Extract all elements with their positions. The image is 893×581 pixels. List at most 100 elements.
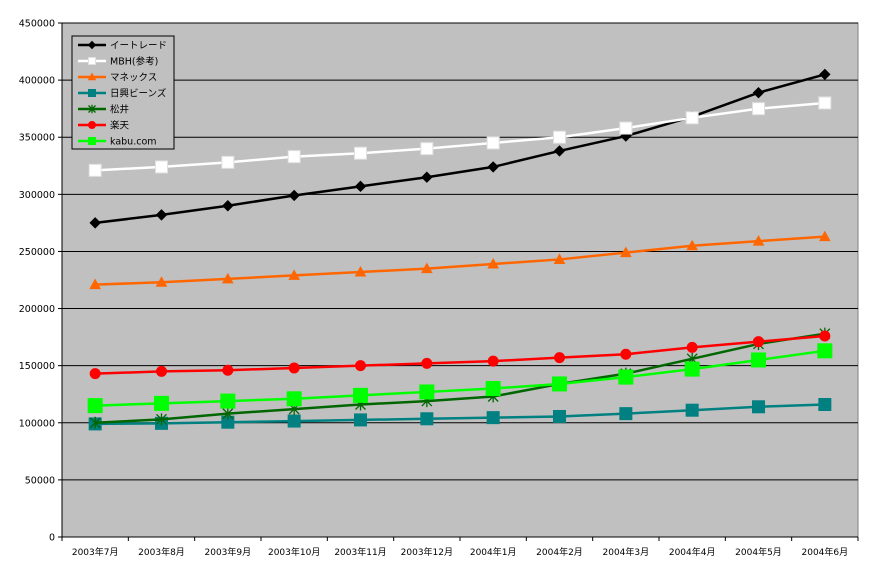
data-point [619,246,632,258]
data-point [354,265,367,277]
data-point [818,96,832,110]
legend-label: イートレード [110,41,167,52]
series-group [87,68,833,431]
data-point [220,393,236,409]
data-point [156,365,167,377]
axes: 0 50000 100000 150000 200000 250000 300000 3500… [19,19,859,558]
legend-item: 日興ビーンズ [78,88,167,100]
data-point [288,189,300,202]
legend-label: マネックス [110,73,157,84]
legend-label: 松井 [110,104,129,116]
data-point [487,355,499,367]
data-point [155,276,168,287]
x-tick-label: 2003年9月 [205,546,252,558]
data-point [553,409,566,423]
data-point [485,381,501,397]
data-point [817,343,833,359]
data-point [89,217,101,229]
x-tick-label: 2004年5月 [735,546,782,558]
data-point [618,369,634,385]
legend-swatch-marker [88,104,96,114]
data-point [619,121,633,135]
data-point [554,352,565,364]
data-point [486,411,500,425]
series-line [95,235,825,286]
y-tick-label: 350000 [19,133,55,144]
x-tick-label: 2004年1月 [470,546,517,558]
legend-swatch-marker [88,89,96,97]
legend-item: 松井 [78,104,129,116]
data-point [222,407,234,420]
y-tick-label: 100000 [19,418,55,429]
legend-item: マネックス [78,72,157,84]
data-point [753,336,764,348]
x-tick-label: 2003年11月 [334,546,386,558]
legend-item: MBH(参考) [78,56,158,68]
y-tick-label: 50000 [25,475,55,486]
series-line [95,403,825,426]
data-point [286,391,302,407]
data-point [684,361,700,377]
data-point [354,146,367,160]
series-6 [89,330,831,380]
data-point [155,160,168,174]
data-point [222,200,234,212]
data-point [818,398,832,412]
data-point [221,155,235,169]
series-4 [88,398,832,431]
legend-swatch-marker [88,137,96,145]
data-point [288,269,301,280]
x-tick-label: 2004年3月 [603,546,650,558]
data-point [818,230,831,242]
legend-item: イートレード [78,41,167,52]
x-tick-label: 2004年2月 [536,546,583,558]
data-point [752,102,765,116]
data-point [155,209,168,221]
legend-swatch-marker [87,40,97,50]
data-point [686,341,698,353]
data-point [420,262,433,274]
data-point [685,403,699,417]
legend-swatch-marker [88,121,96,129]
y-tick-label: 0 [49,533,55,544]
data-point [156,413,167,426]
data-point [751,352,766,368]
legend-swatch-marker [88,57,96,65]
data-point [486,136,500,150]
y-tick-label: 450000 [19,19,55,30]
data-point [553,130,566,144]
series-line [95,349,826,407]
y-tick-label: 300000 [19,190,55,201]
data-point [154,395,169,411]
legend-label: 楽天 [110,120,130,132]
data-point [355,360,366,372]
data-point [420,142,434,156]
data-point [552,376,567,392]
series-line [95,334,825,375]
data-point [88,163,102,177]
data-point [752,235,765,246]
data-point [619,407,633,421]
legend-label: kabu.com [110,137,157,148]
series-line [95,101,825,172]
data-point [222,364,234,376]
data-point [354,413,367,427]
x-tick-label: 2003年8月 [138,546,185,558]
data-point [819,330,831,342]
data-point [685,111,699,125]
series-7 [87,343,833,414]
legend-swatch-marker [87,72,97,81]
data-point [420,412,434,426]
data-point [752,86,765,99]
data-point [553,253,566,264]
data-point [353,387,368,403]
data-point [752,400,765,414]
data-point [287,150,301,164]
legend-item: 楽天 [78,120,130,132]
x-tick-label: 2003年10月 [268,546,320,558]
x-tick-label: 2003年7月 [72,546,119,558]
series-2 [88,96,832,177]
legend-item: kabu.com [78,137,157,148]
